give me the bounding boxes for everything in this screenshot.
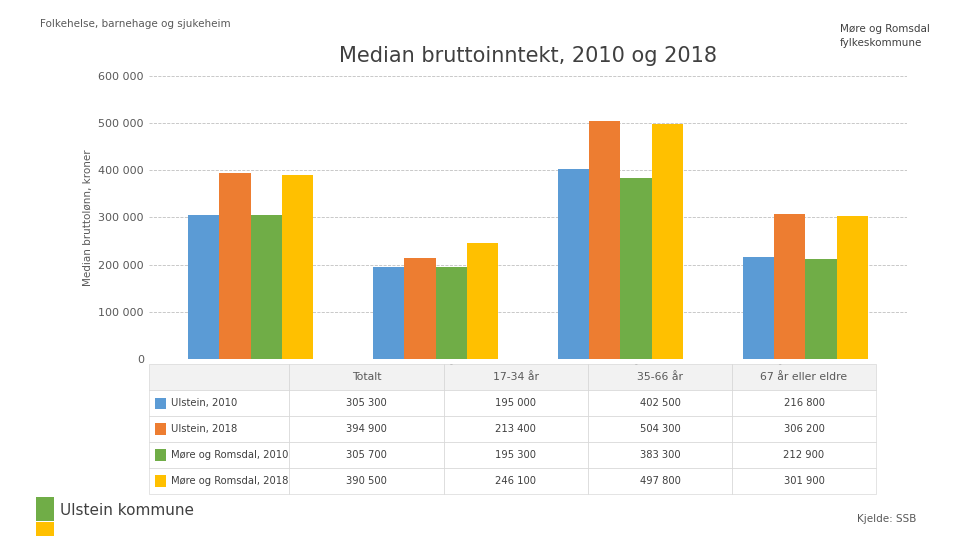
Text: Møre og Romsdal, 2018: Møre og Romsdal, 2018 — [171, 476, 288, 486]
Bar — [743, 256, 774, 359]
Text: 212 900: 212 900 — [783, 450, 825, 460]
Text: Folkehelse, barnehage og sjukeheim: Folkehelse, barnehage og sjukeheim — [40, 19, 231, 29]
Text: 35-66 år: 35-66 år — [637, 373, 683, 382]
Text: 504 300: 504 300 — [639, 424, 681, 434]
Bar — [774, 214, 805, 359]
Text: 195 300: 195 300 — [495, 450, 537, 460]
Text: Ulstein, 2010: Ulstein, 2010 — [171, 399, 237, 408]
Text: 305 700: 305 700 — [346, 450, 387, 460]
Bar — [436, 267, 467, 359]
Bar — [187, 215, 219, 359]
Bar — [558, 169, 589, 359]
Text: 216 800: 216 800 — [783, 399, 825, 408]
Bar — [467, 243, 498, 359]
Bar — [805, 259, 837, 359]
Y-axis label: Median bruttolønn, kroner: Median bruttolønn, kroner — [83, 149, 93, 286]
Bar — [282, 174, 313, 359]
Text: 305 300: 305 300 — [347, 399, 387, 408]
Text: Totalt: Totalt — [351, 373, 381, 382]
Text: Møre og Romsdal
fylkeskommune: Møre og Romsdal fylkeskommune — [840, 24, 930, 48]
Bar — [620, 178, 652, 359]
Text: Møre og Romsdal, 2010: Møre og Romsdal, 2010 — [171, 450, 288, 460]
Text: 246 100: 246 100 — [495, 476, 537, 486]
Bar — [251, 215, 282, 359]
Text: 383 300: 383 300 — [639, 450, 681, 460]
Text: 394 900: 394 900 — [346, 424, 387, 434]
Text: Kjelde: SSB: Kjelde: SSB — [857, 515, 917, 524]
Bar — [404, 258, 436, 359]
Text: 497 800: 497 800 — [639, 476, 681, 486]
Text: Ulstein kommune: Ulstein kommune — [60, 503, 194, 518]
Text: 213 400: 213 400 — [495, 424, 537, 434]
Bar — [589, 121, 620, 359]
Text: 67 år eller eldre: 67 år eller eldre — [760, 373, 848, 382]
Text: 402 500: 402 500 — [639, 399, 681, 408]
Text: 390 500: 390 500 — [346, 476, 387, 486]
Bar — [219, 172, 251, 359]
Bar — [652, 124, 684, 359]
Text: 17-34 år: 17-34 år — [492, 373, 539, 382]
Title: Median bruttoinntekt, 2010 og 2018: Median bruttoinntekt, 2010 og 2018 — [339, 46, 717, 66]
Text: 306 200: 306 200 — [783, 424, 825, 434]
Bar — [837, 217, 869, 359]
Text: 301 900: 301 900 — [783, 476, 825, 486]
Text: Ulstein, 2018: Ulstein, 2018 — [171, 424, 237, 434]
Bar — [372, 267, 404, 359]
Text: 195 000: 195 000 — [495, 399, 537, 408]
